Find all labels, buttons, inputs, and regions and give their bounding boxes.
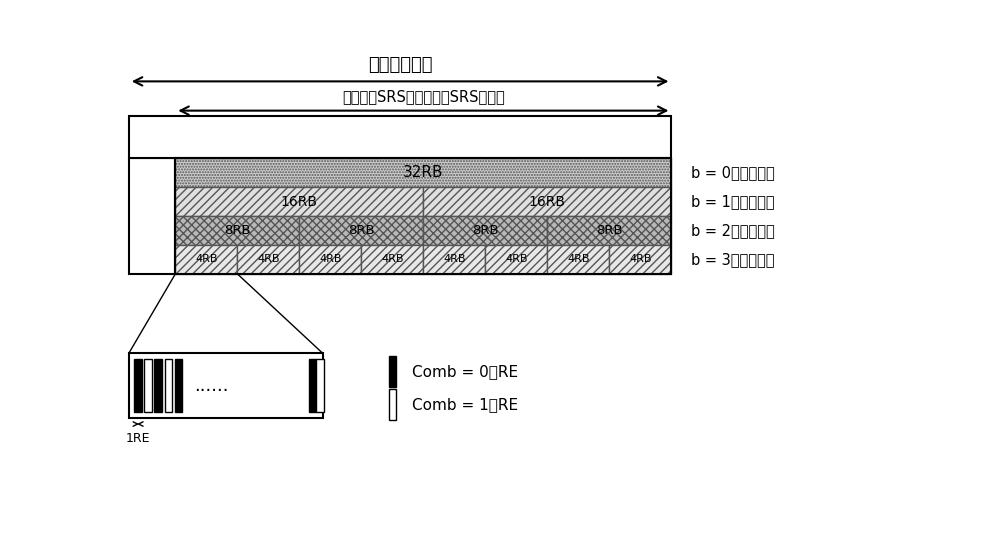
Bar (165, 359, 172, 412)
Bar (547, 216, 671, 245)
Text: 4RB: 4RB (381, 255, 404, 264)
Text: 8RB: 8RB (472, 224, 499, 237)
Text: 8RB: 8RB (596, 224, 623, 237)
Bar (129, 158, 175, 274)
Text: 32RB: 32RB (403, 165, 444, 180)
Bar (134, 359, 142, 412)
Text: 4RB: 4RB (319, 255, 342, 264)
Bar (175, 158, 671, 274)
Bar (144, 359, 152, 412)
Text: b = 1（第二层）: b = 1（第二层） (691, 194, 774, 209)
Text: 8RB: 8RB (348, 224, 375, 237)
Text: 8RB: 8RB (224, 224, 251, 237)
Bar (175, 158, 671, 187)
Bar (237, 245, 299, 274)
Bar (388, 389, 396, 420)
Text: 1RE: 1RE (126, 432, 150, 445)
Bar (129, 353, 323, 418)
Bar (423, 245, 485, 274)
Text: 上行系统带宽: 上行系统带宽 (368, 56, 432, 74)
Bar (175, 216, 299, 245)
Bar (309, 359, 316, 412)
Bar (388, 356, 396, 387)
Text: 4RB: 4RB (257, 255, 280, 264)
Text: 16RB: 16RB (281, 195, 318, 209)
Bar (423, 187, 671, 216)
Bar (361, 245, 423, 274)
Bar (299, 216, 423, 245)
Text: 4RB: 4RB (195, 255, 218, 264)
Text: 4RB: 4RB (505, 255, 528, 264)
Text: Comb = 1的RE: Comb = 1的RE (412, 397, 518, 412)
Text: 4RB: 4RB (443, 255, 466, 264)
Bar (485, 245, 547, 274)
Text: 4RB: 4RB (567, 255, 590, 264)
Text: 4RB: 4RB (629, 255, 652, 264)
Text: 16RB: 16RB (529, 195, 566, 209)
Text: ......: ...... (194, 376, 228, 395)
Bar (423, 216, 547, 245)
Bar (175, 245, 237, 274)
Text: b = 2（第三层）: b = 2（第三层） (691, 223, 774, 238)
Bar (316, 359, 324, 412)
Bar (547, 245, 609, 274)
Bar (175, 187, 423, 216)
Text: b = 0（第一层）: b = 0（第一层） (691, 165, 774, 180)
Text: b = 3（第四层）: b = 3（第四层） (691, 252, 774, 267)
Bar (299, 245, 361, 274)
Bar (609, 245, 671, 274)
Text: Comb = 0的RE: Comb = 0的RE (412, 364, 518, 379)
Bar (175, 359, 182, 412)
Bar (154, 359, 162, 412)
Bar (129, 116, 671, 158)
Text: 第一层的SRS带宽（最大SRS带宽）: 第一层的SRS带宽（最大SRS带宽） (342, 90, 505, 105)
